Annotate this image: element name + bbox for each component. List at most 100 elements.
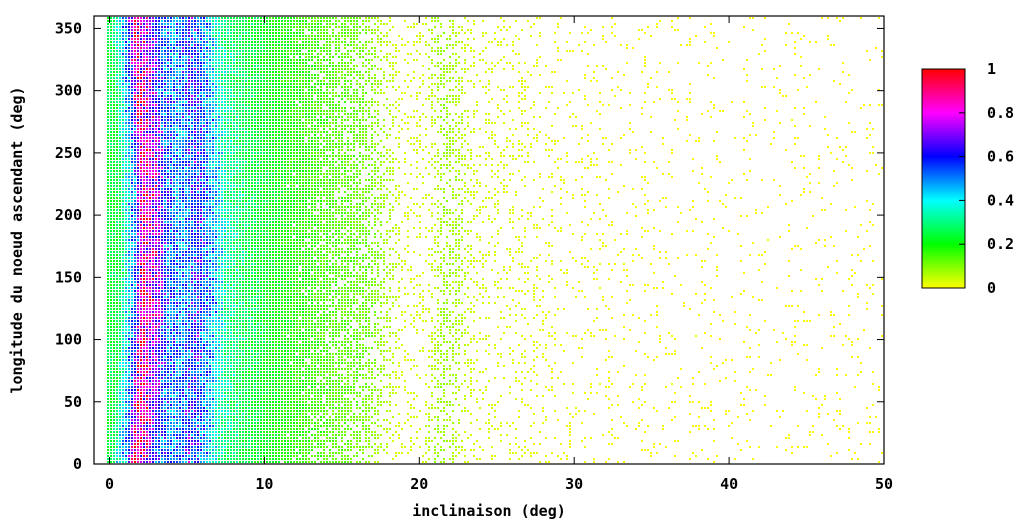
density-point — [143, 173, 145, 175]
density-point — [194, 272, 196, 274]
density-point — [122, 89, 124, 91]
density-point — [173, 20, 175, 22]
density-point — [194, 152, 196, 154]
density-point — [206, 188, 208, 190]
density-point — [203, 443, 205, 445]
density-point — [116, 29, 118, 31]
density-point — [122, 47, 124, 49]
density-point — [152, 410, 154, 412]
density-point — [155, 77, 157, 79]
density-point — [128, 215, 130, 217]
density-point — [206, 116, 208, 118]
density-point — [188, 155, 190, 157]
density-point — [179, 131, 181, 133]
density-point — [191, 416, 193, 418]
density-point — [146, 290, 148, 292]
density-point — [203, 41, 205, 43]
density-point — [152, 401, 154, 403]
density-point — [110, 338, 112, 340]
density-point — [164, 269, 166, 271]
density-point — [182, 305, 184, 307]
density-point — [107, 176, 109, 178]
density-point — [122, 98, 124, 100]
density-point — [155, 170, 157, 172]
density-point — [191, 431, 193, 433]
density-point — [167, 353, 169, 355]
density-point — [143, 317, 145, 319]
density-point — [146, 230, 148, 232]
density-point — [188, 116, 190, 118]
density-point — [185, 122, 187, 124]
density-point — [200, 95, 202, 97]
density-point — [140, 170, 142, 172]
density-point — [131, 302, 133, 304]
density-point — [140, 398, 142, 400]
density-point — [119, 377, 121, 379]
density-point — [122, 134, 124, 136]
density-point — [119, 191, 121, 193]
density-point — [206, 209, 208, 211]
density-point — [119, 80, 121, 82]
density-point — [110, 188, 112, 190]
density-point — [128, 305, 130, 307]
density-point — [122, 434, 124, 436]
density-point — [125, 179, 127, 181]
density-point — [116, 281, 118, 283]
density-point — [161, 98, 163, 100]
density-point — [152, 35, 154, 37]
density-point — [146, 401, 148, 403]
density-point — [170, 167, 172, 169]
density-point — [125, 383, 127, 385]
density-point — [173, 227, 175, 229]
density-point — [146, 80, 148, 82]
density-point — [179, 239, 181, 241]
density-point — [119, 344, 121, 346]
density-point — [194, 215, 196, 217]
density-point — [179, 113, 181, 115]
density-point — [158, 365, 160, 367]
density-point — [116, 287, 118, 289]
density-point — [152, 257, 154, 259]
density-point — [122, 263, 124, 265]
density-point — [110, 215, 112, 217]
density-point — [206, 185, 208, 187]
density-point — [125, 77, 127, 79]
density-point — [122, 29, 124, 31]
density-point — [191, 53, 193, 55]
density-point — [173, 443, 175, 445]
density-point — [191, 257, 193, 259]
density-point — [158, 152, 160, 154]
density-point — [170, 275, 172, 277]
density-point — [197, 422, 199, 424]
density-point — [203, 275, 205, 277]
density-point — [143, 356, 145, 358]
density-point — [158, 449, 160, 451]
density-point — [170, 224, 172, 226]
density-point — [158, 185, 160, 187]
density-point — [119, 446, 121, 448]
density-point — [146, 248, 148, 250]
density-point — [146, 116, 148, 118]
density-point — [122, 281, 124, 283]
density-point — [173, 422, 175, 424]
density-point — [152, 149, 154, 151]
density-point — [179, 209, 181, 211]
density-point — [116, 398, 118, 400]
density-point — [182, 215, 184, 217]
density-point — [125, 251, 127, 253]
density-point — [197, 386, 199, 388]
density-point — [140, 209, 142, 211]
density-point — [203, 410, 205, 412]
density-point — [197, 272, 199, 274]
density-point — [140, 410, 142, 412]
density-point — [149, 266, 151, 268]
density-point — [128, 344, 130, 346]
density-point — [173, 53, 175, 55]
density-point — [128, 434, 130, 436]
density-point — [173, 146, 175, 148]
density-point — [206, 89, 208, 91]
density-point — [149, 425, 151, 427]
density-point — [194, 212, 196, 214]
density-point — [158, 149, 160, 151]
density-point — [170, 293, 172, 295]
